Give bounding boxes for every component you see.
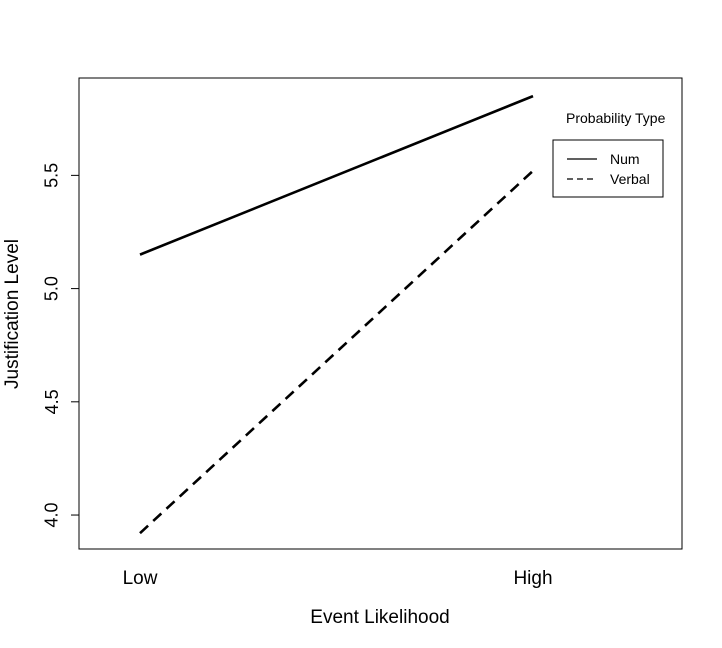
series-lines — [139, 94, 534, 535]
legend-label-num: Num — [610, 151, 640, 167]
x-tick-label: Low — [123, 568, 158, 589]
x-tick-label: High — [513, 568, 552, 589]
y-ticks: 4.0 4.5 5.0 5.5 — [42, 163, 79, 528]
legend: Probability Type Num Verbal — [552, 110, 666, 198]
x-ticks: Low High — [123, 568, 553, 589]
legend-box — [552, 139, 664, 198]
plot-frame — [78, 77, 683, 550]
x-axis-label: Event Likelihood — [310, 607, 449, 628]
y-tick-label: 5.0 — [42, 276, 62, 301]
y-tick-label: 4.5 — [42, 389, 62, 414]
y-axis-label: Justification Level — [2, 239, 23, 389]
y-tick-label: 5.5 — [42, 163, 62, 188]
series-line-num — [139, 94, 534, 256]
y-tick-label: 4.0 — [42, 503, 62, 528]
legend-title: Probability Type — [566, 110, 666, 126]
legend-label-verbal: Verbal — [610, 171, 650, 187]
